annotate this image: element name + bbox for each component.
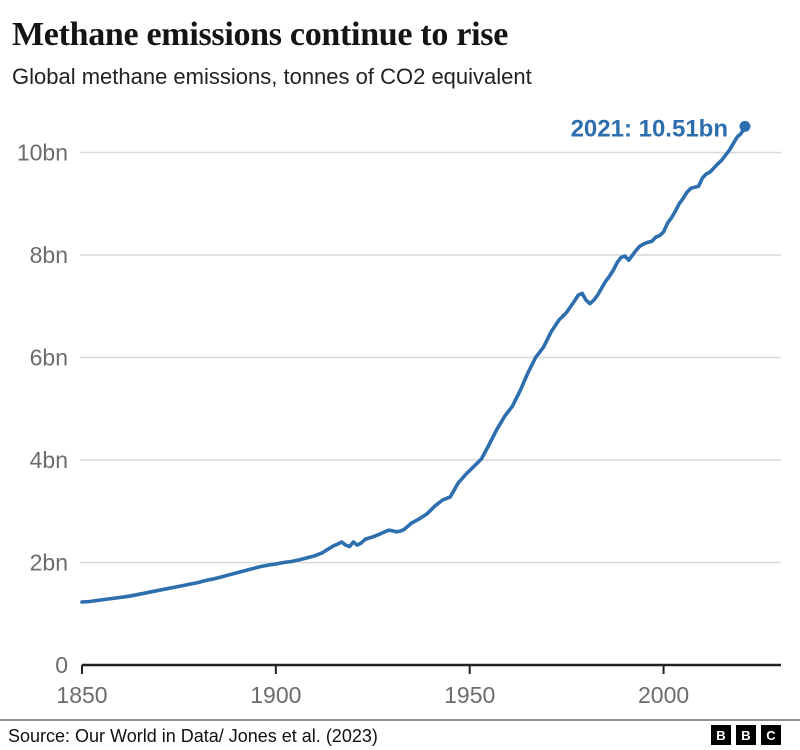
data-line-series — [80, 124, 747, 604]
bbc-logo-block: B — [736, 725, 756, 745]
y-tick-label: 10bn — [17, 140, 68, 166]
chart-subtitle: Global methane emissions, tonnes of CO2 … — [12, 64, 532, 89]
endpoint-annotation: 2021: 10.51bn — [571, 115, 728, 142]
bbc-logo-block: B — [711, 725, 731, 745]
source-text: Source: Our World in Data/ Jones et al. … — [8, 726, 378, 746]
bbc-logo: B B C — [711, 725, 781, 745]
x-tick-label: 1950 — [444, 682, 495, 708]
y-tick-label: 2bn — [30, 550, 68, 576]
y-tick-label: 4bn — [30, 447, 68, 473]
x-tick-label: 2000 — [638, 682, 689, 708]
endpoint-dot — [739, 120, 751, 132]
bbc-logo-block: C — [761, 725, 781, 745]
y-tick-label: 6bn — [30, 345, 68, 371]
footer-divider — [0, 719, 800, 721]
x-tick-label: 1900 — [250, 682, 301, 708]
y-tick-label: 0 — [55, 652, 68, 678]
chart-footer: Source: Our World in Data/ Jones et al. … — [0, 719, 800, 750]
y-tick-label: 8bn — [30, 242, 68, 268]
x-tick-label: 1850 — [56, 682, 107, 708]
chart-title: Methane emissions continue to rise — [12, 16, 508, 53]
